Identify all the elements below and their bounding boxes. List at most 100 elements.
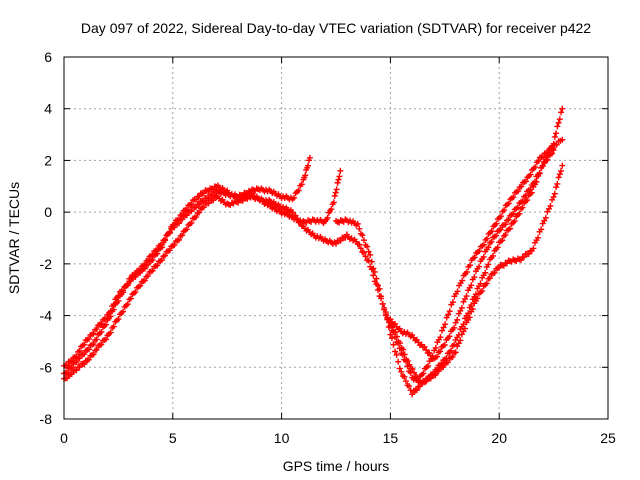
data-point (373, 275, 380, 282)
data-point (360, 237, 367, 244)
data-point (480, 241, 487, 248)
data-point (334, 179, 341, 186)
data-point (305, 162, 312, 169)
data-point (502, 221, 509, 228)
data-point (502, 231, 509, 238)
data-point (443, 355, 450, 362)
data-point (193, 196, 200, 203)
data-point (524, 197, 531, 204)
data-point (73, 353, 80, 360)
data-point (549, 150, 556, 157)
data-point (115, 292, 122, 299)
data-point (359, 232, 366, 239)
data-point (527, 171, 534, 178)
data-point (395, 358, 402, 365)
data-point (452, 349, 459, 356)
data-point (559, 162, 566, 169)
data-point (420, 370, 427, 377)
data-point (488, 228, 495, 235)
data-point (472, 291, 479, 298)
data-point (337, 167, 344, 174)
data-point (425, 362, 432, 369)
data-point (110, 306, 117, 313)
data-point (415, 377, 422, 384)
data-point (397, 340, 404, 347)
data-point (342, 234, 349, 241)
data-point (64, 375, 71, 382)
data-point (371, 268, 378, 275)
data-point (392, 348, 399, 355)
data-point (331, 192, 338, 199)
data-point (475, 263, 482, 270)
x-tick-label: 20 (491, 430, 507, 446)
data-point (449, 353, 456, 360)
data-point (85, 346, 92, 353)
data-point (465, 310, 472, 317)
data-point (514, 204, 521, 211)
data-point (511, 218, 518, 225)
data-point (149, 256, 156, 263)
data-point (454, 288, 461, 295)
data-point (430, 370, 437, 377)
data-point (354, 220, 361, 227)
data-point (474, 295, 481, 302)
data-point (411, 369, 418, 376)
data-point (414, 374, 421, 381)
data-point (64, 362, 71, 369)
data-point (390, 341, 397, 348)
data-point (522, 178, 529, 185)
data-point (460, 321, 467, 328)
data-point (368, 258, 375, 265)
data-point (488, 238, 495, 245)
data-point (401, 351, 408, 358)
data-point (210, 197, 217, 204)
data-point (333, 186, 340, 193)
data-point (527, 186, 534, 193)
data-point (127, 295, 134, 302)
data-point (166, 228, 173, 235)
data-point (446, 333, 453, 340)
y-tick-label: 0 (44, 204, 52, 220)
data-point (409, 391, 416, 398)
data-point (376, 285, 383, 292)
data-point (550, 193, 557, 200)
data-point (501, 207, 508, 214)
data-point (510, 194, 517, 201)
data-point (426, 375, 433, 382)
data-point (90, 341, 97, 348)
data-point (370, 272, 377, 279)
data-point (132, 273, 139, 280)
series-track-6 (387, 147, 557, 362)
data-point (179, 211, 186, 218)
data-point (530, 245, 537, 252)
y-tick-label: 4 (44, 101, 52, 117)
data-point (507, 225, 514, 232)
data-point (554, 180, 561, 187)
data-point (437, 334, 444, 341)
data-point (81, 351, 88, 358)
data-point (489, 252, 496, 259)
x-tick-label: 25 (600, 430, 616, 446)
data-point (525, 251, 532, 258)
data-point (292, 212, 299, 219)
data-point (333, 240, 339, 247)
data-point (491, 269, 498, 276)
data-point (115, 297, 122, 304)
data-point (402, 378, 409, 385)
data-point (437, 348, 444, 355)
series-track-4 (333, 105, 566, 398)
data-point (476, 248, 483, 255)
x-tick-label: 10 (274, 430, 290, 446)
data-point (440, 324, 447, 331)
data-point (439, 327, 446, 334)
data-point (356, 225, 363, 232)
data-point (443, 314, 450, 321)
y-tick-label: 6 (44, 49, 52, 65)
data-point (388, 335, 395, 342)
data-point (110, 323, 117, 330)
data-point (107, 308, 114, 315)
data-point (485, 244, 492, 251)
data-point (553, 184, 560, 191)
data-point (466, 262, 473, 269)
